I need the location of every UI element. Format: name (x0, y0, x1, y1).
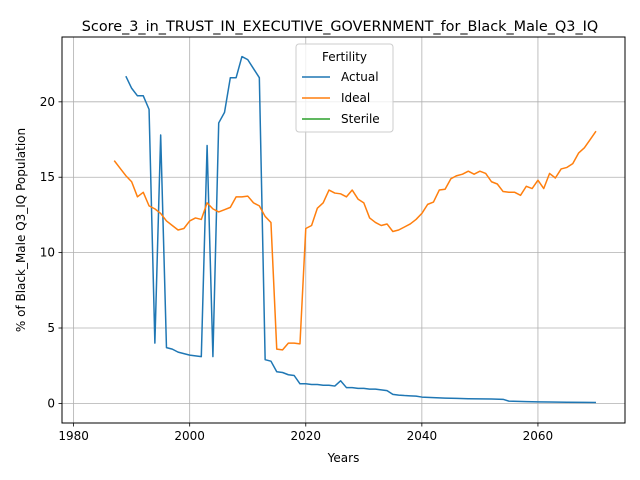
y-tick-label: 0 (47, 396, 55, 410)
legend-label-sterile: Sterile (341, 112, 380, 126)
plot-frame (61, 36, 626, 424)
legend-label-actual: Actual (341, 70, 379, 84)
y-tick-label: 5 (47, 321, 55, 335)
legend: Fertility Actual Ideal Sterile (295, 43, 394, 133)
x-axis: 1980 2000 2020 2040 2060 (58, 423, 553, 443)
y-axis-label: % of Black_Male Q3_IQ Population (14, 128, 28, 332)
y-axis: 0 5 10 15 20 (40, 95, 62, 410)
chart-title: Score_3_in_TRUST_IN_EXECUTIVE_GOVERNMENT… (82, 19, 598, 35)
y-tick-label: 15 (40, 170, 55, 184)
legend-title: Fertility (322, 50, 367, 64)
series-group (113, 55, 597, 404)
series-line-ideal (113, 130, 597, 351)
series-line-actual (125, 55, 596, 404)
y-tick-label: 10 (40, 246, 55, 260)
y-tick-label: 20 (40, 95, 55, 109)
x-tick-label: 2060 (523, 429, 554, 443)
legend-frame (295, 43, 394, 133)
x-tick-label: 1980 (58, 429, 89, 443)
x-axis-label: Years (327, 451, 360, 465)
x-tick-label: 2040 (407, 429, 438, 443)
legend-label-ideal: Ideal (341, 91, 370, 105)
x-tick-label: 2020 (290, 429, 321, 443)
x-tick-label: 2000 (174, 429, 205, 443)
